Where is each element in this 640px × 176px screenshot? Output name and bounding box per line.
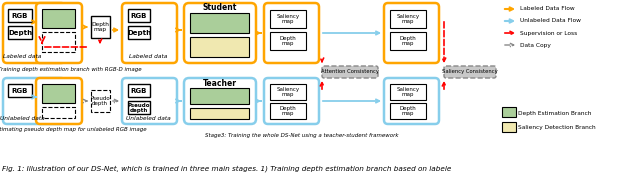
Text: Pseudo
depth: Pseudo depth (128, 103, 150, 113)
Bar (8, 9, 32, 22)
Bar (270, 32, 306, 50)
Text: Depth
map: Depth map (399, 106, 417, 116)
Bar (42, 32, 75, 52)
Text: RGB: RGB (12, 13, 28, 19)
Text: Data Copy: Data Copy (520, 42, 551, 48)
Text: Labeled Data Flow: Labeled Data Flow (520, 7, 575, 11)
Bar (390, 84, 426, 100)
Text: Student: Student (203, 4, 237, 12)
Bar (91, 90, 110, 112)
Text: Depth
map: Depth map (280, 36, 296, 46)
Text: Labeled data: Labeled data (3, 55, 41, 59)
Bar (270, 103, 306, 119)
Text: Saliency Detection Branch: Saliency Detection Branch (518, 125, 596, 130)
Text: RGB: RGB (131, 88, 147, 94)
Text: Saliency
map: Saliency map (276, 14, 300, 24)
Text: Fig. 1: Illustration of our DS-Net, which is trained in three main stages. 1) Tr: Fig. 1: Illustration of our DS-Net, whic… (2, 166, 451, 172)
Text: Depth
map: Depth map (280, 106, 296, 116)
Bar (91, 16, 110, 38)
FancyBboxPatch shape (3, 3, 65, 63)
Text: Stage3: Training the whole DS-Net using a teacher-student framework: Stage3: Training the whole DS-Net using … (205, 133, 399, 137)
FancyBboxPatch shape (264, 3, 319, 63)
Text: Labeled data: Labeled data (129, 55, 167, 59)
Bar (8, 26, 32, 39)
FancyBboxPatch shape (122, 3, 177, 63)
Bar (42, 107, 75, 118)
FancyBboxPatch shape (36, 3, 82, 63)
Text: Depth Estimation Branch: Depth Estimation Branch (518, 111, 591, 115)
FancyBboxPatch shape (444, 66, 496, 78)
FancyBboxPatch shape (384, 78, 439, 124)
Bar (42, 9, 75, 28)
Text: Attention Consistency: Attention Consistency (321, 70, 379, 74)
FancyBboxPatch shape (264, 78, 319, 124)
Bar (128, 84, 150, 97)
Bar (190, 13, 249, 33)
Text: Depth: Depth (127, 30, 151, 36)
Bar (390, 10, 426, 28)
Bar (190, 108, 249, 119)
Text: Saliency
map: Saliency map (276, 87, 300, 97)
Text: Stage1: Training depth estimation branch with RGB-D image: Stage1: Training depth estimation branch… (0, 68, 141, 73)
Text: Saliency
map: Saliency map (396, 87, 420, 97)
Bar (128, 9, 150, 22)
Bar (128, 101, 150, 114)
Text: Saliency
map: Saliency map (396, 14, 420, 24)
Text: Stage2: Estimating pseudo depth map for unlabeled RGB image: Stage2: Estimating pseudo depth map for … (0, 127, 147, 133)
Bar (390, 32, 426, 50)
FancyBboxPatch shape (3, 78, 65, 124)
Bar (42, 84, 75, 103)
Bar (502, 122, 516, 132)
FancyBboxPatch shape (384, 3, 439, 63)
Bar (190, 37, 249, 57)
FancyBboxPatch shape (36, 78, 82, 124)
FancyBboxPatch shape (184, 3, 256, 63)
Bar (190, 88, 249, 104)
Bar (128, 26, 150, 39)
Text: RGB: RGB (131, 13, 147, 19)
Text: Unlabeled data: Unlabeled data (125, 115, 170, 121)
Text: Depth
map: Depth map (91, 22, 109, 32)
Text: Unlabeled Data Flow: Unlabeled Data Flow (520, 18, 581, 24)
Text: Saliency Consistency: Saliency Consistency (442, 70, 498, 74)
Bar (270, 84, 306, 100)
Bar (270, 10, 306, 28)
Text: Unlabeled data: Unlabeled data (0, 115, 44, 121)
Text: Supervision or Loss: Supervision or Loss (520, 30, 577, 36)
Bar (390, 103, 426, 119)
Text: Pseudo
depth: Pseudo depth (90, 96, 110, 106)
Bar (8, 84, 32, 97)
Text: Depth: Depth (8, 30, 32, 36)
FancyBboxPatch shape (184, 78, 256, 124)
Bar (502, 107, 516, 117)
Text: Teacher: Teacher (203, 78, 237, 87)
Text: Depth
map: Depth map (399, 36, 417, 46)
FancyBboxPatch shape (122, 78, 177, 124)
Text: RGB: RGB (12, 88, 28, 94)
FancyBboxPatch shape (322, 66, 378, 78)
